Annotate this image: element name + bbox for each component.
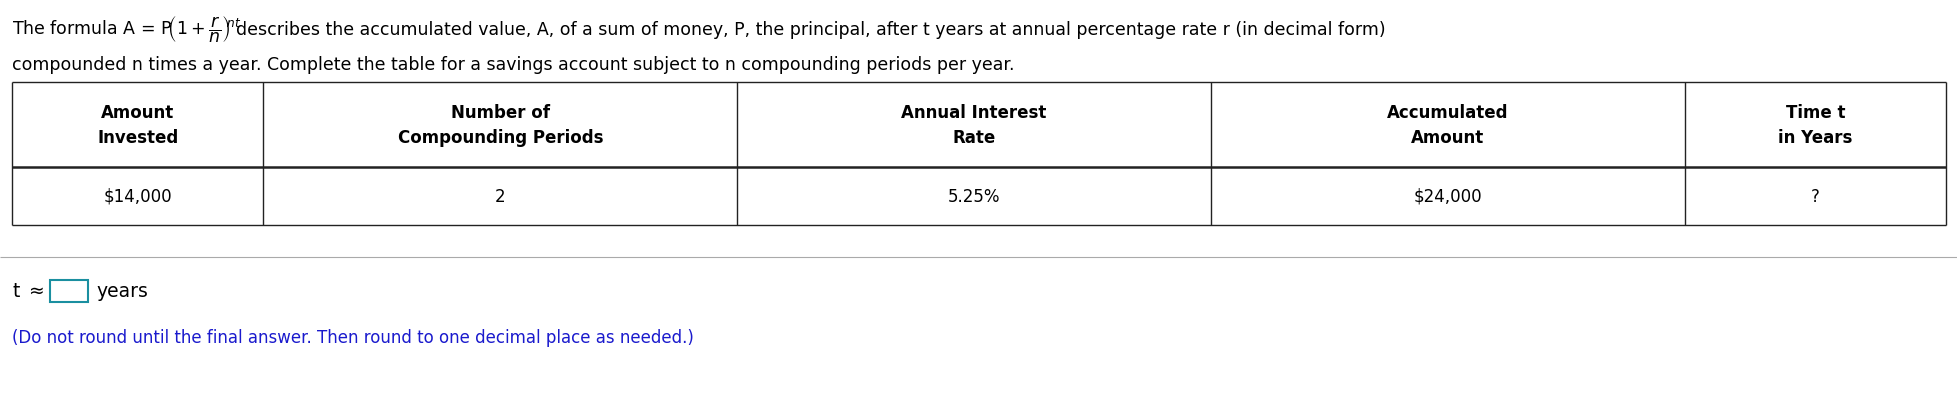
Text: The formula A = P$\!\left(1+\dfrac{r}{n}\right)^{\!\!nt}$: The formula A = P$\!\left(1+\dfrac{r}{n}… [12,15,241,45]
Text: ?: ? [1810,188,1818,205]
Text: Number of
Compounding Periods: Number of Compounding Periods [397,104,603,147]
Text: t $\approx$: t $\approx$ [12,282,45,301]
Text: (Do not round until the final answer. Then round to one decimal place as needed.: (Do not round until the final answer. Th… [12,328,693,346]
Text: Amount
Invested: Amount Invested [98,104,178,147]
Text: $14,000: $14,000 [104,188,172,205]
Text: 2: 2 [495,188,505,205]
Text: years: years [96,282,149,301]
Text: Accumulated
Amount: Accumulated Amount [1388,104,1509,147]
Text: Time t
in Years: Time t in Years [1777,104,1851,147]
Text: describes the accumulated value, A, of a sum of money, P, the principal, after t: describes the accumulated value, A, of a… [237,21,1386,39]
Text: Annual Interest
Rate: Annual Interest Rate [900,104,1047,147]
Text: 5.25%: 5.25% [947,188,1000,205]
Text: compounded n times a year. Complete the table for a savings account subject to n: compounded n times a year. Complete the … [12,56,1014,74]
Bar [51,280,88,302]
Text: $24,000: $24,000 [1413,188,1481,205]
